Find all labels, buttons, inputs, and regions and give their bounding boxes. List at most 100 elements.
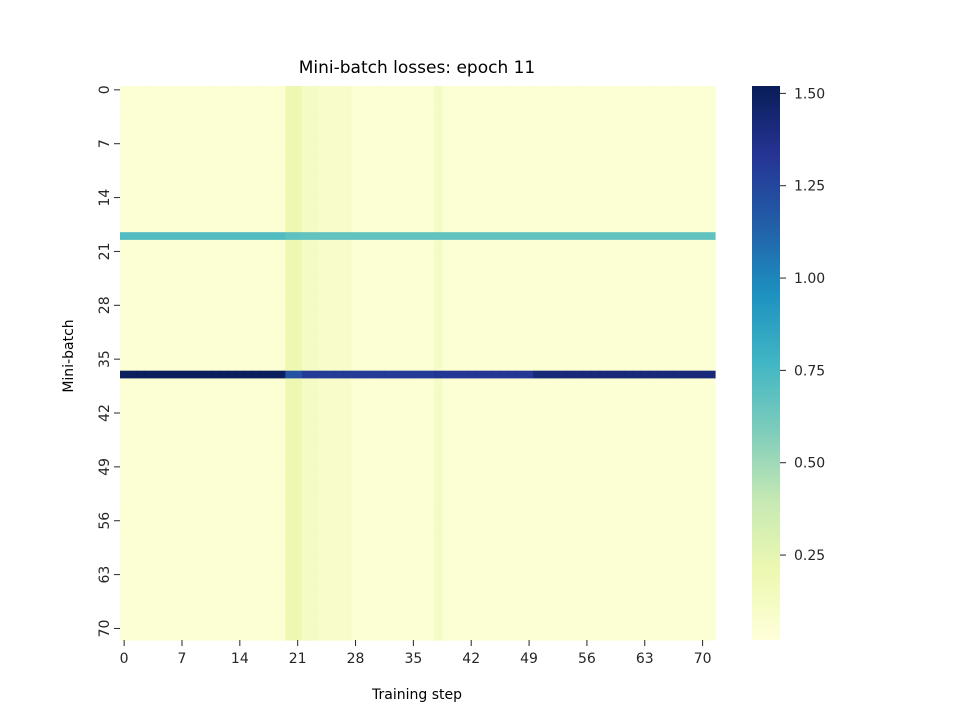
heatmap-cell <box>533 586 543 595</box>
heatmap-cell <box>367 170 377 179</box>
heatmap-cell <box>326 124 336 133</box>
heatmap-cell <box>260 170 270 179</box>
heatmap-cell <box>475 255 485 264</box>
heatmap-cell <box>425 578 435 587</box>
heatmap-cell <box>508 262 518 272</box>
heatmap-cell <box>252 216 262 226</box>
heatmap-cell <box>549 247 559 256</box>
heatmap-cell <box>706 247 716 256</box>
heatmap-cell <box>219 586 229 595</box>
heatmap-cell <box>483 255 493 264</box>
heatmap-cell <box>549 116 559 126</box>
heatmap-cell <box>681 101 691 110</box>
heatmap-cell <box>210 301 220 310</box>
heatmap-cell <box>607 609 617 618</box>
heatmap-cell <box>434 132 443 141</box>
heatmap-cell <box>318 101 328 110</box>
heatmap-cell <box>194 378 204 387</box>
heatmap-cell <box>640 463 650 472</box>
heatmap-cell <box>450 555 460 564</box>
heatmap-cell <box>318 601 328 610</box>
heatmap-cell <box>243 232 253 241</box>
heatmap-cell <box>260 463 270 472</box>
heatmap-cell <box>169 86 179 95</box>
heatmap-cell <box>533 439 543 449</box>
heatmap-cell <box>384 232 394 241</box>
heatmap-cell <box>508 201 518 210</box>
heatmap-cell <box>235 262 245 272</box>
heatmap-cell <box>128 509 138 518</box>
heatmap-cell <box>194 609 204 618</box>
heatmap-cell <box>632 432 642 441</box>
heatmap-cell <box>219 578 229 587</box>
heatmap-cell <box>153 401 162 410</box>
heatmap-cell <box>400 555 410 564</box>
heatmap-cell <box>227 478 237 487</box>
heatmap-cell <box>491 139 501 149</box>
heatmap-cell <box>442 447 452 456</box>
heatmap-cell <box>326 93 336 102</box>
heatmap-cell <box>648 424 658 433</box>
heatmap-cell <box>326 539 336 549</box>
heatmap-cell <box>219 447 229 456</box>
heatmap-cell <box>285 593 295 603</box>
heatmap-cell <box>367 255 377 264</box>
heatmap-cell <box>467 386 476 395</box>
heatmap-cell <box>450 101 460 110</box>
heatmap-cell <box>169 147 179 156</box>
heatmap-cell <box>706 93 716 102</box>
heatmap-cell <box>326 139 336 149</box>
heatmap-cell <box>599 455 609 464</box>
heatmap-cell <box>681 409 691 418</box>
heatmap-cell <box>326 239 336 249</box>
heatmap-cell <box>491 409 501 418</box>
heatmap-cell <box>475 539 485 549</box>
heatmap-cell <box>475 447 485 456</box>
heatmap-cell <box>516 378 526 387</box>
heatmap-cell <box>665 478 675 487</box>
heatmap-cell <box>384 493 394 503</box>
heatmap-cell <box>219 547 229 556</box>
heatmap-cell <box>384 155 394 164</box>
heatmap-cell <box>434 262 443 272</box>
heatmap-cell <box>359 563 369 572</box>
heatmap-cell <box>301 116 311 126</box>
heatmap-cell <box>698 170 708 179</box>
heatmap-cell <box>491 324 501 333</box>
heatmap-cell <box>144 193 154 203</box>
heatmap-cell <box>516 162 526 172</box>
heatmap-cell <box>574 247 584 256</box>
heatmap-cell <box>227 370 237 379</box>
heatmap-cell <box>301 255 311 264</box>
heatmap-cell <box>657 139 667 149</box>
heatmap-cell <box>210 393 220 403</box>
heatmap-cell <box>310 416 319 426</box>
heatmap-cell <box>524 178 534 187</box>
heatmap-cell <box>434 232 443 241</box>
heatmap-cell <box>624 509 633 518</box>
heatmap-cell <box>417 409 427 418</box>
heatmap-cell <box>458 609 468 618</box>
heatmap-cell <box>219 563 229 572</box>
heatmap-cell <box>657 93 667 102</box>
heatmap-cell <box>136 239 146 249</box>
heatmap-cell <box>541 432 551 441</box>
heatmap-cell <box>549 586 559 595</box>
heatmap-cell <box>483 563 493 572</box>
heatmap-cell <box>665 355 675 364</box>
heatmap-cell <box>599 247 609 256</box>
heatmap-cell <box>541 209 551 218</box>
heatmap-cell <box>417 278 427 287</box>
heatmap-cell <box>177 301 187 310</box>
heatmap-cell <box>310 324 319 333</box>
heatmap-cell <box>351 532 361 541</box>
heatmap-cell <box>318 463 328 472</box>
heatmap-cell <box>681 416 691 426</box>
heatmap-cell <box>326 332 336 341</box>
heatmap-cell <box>657 563 667 572</box>
heatmap-cell <box>549 593 559 603</box>
heatmap-cell <box>467 424 476 433</box>
heatmap-cell <box>624 586 633 595</box>
heatmap-cell <box>500 147 509 156</box>
heatmap-cell <box>434 301 443 310</box>
